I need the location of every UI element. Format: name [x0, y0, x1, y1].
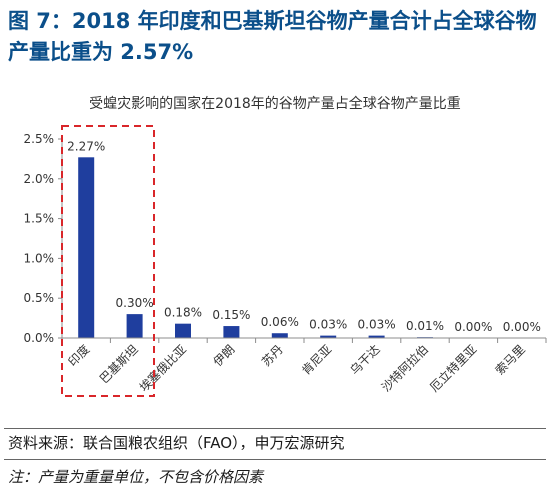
y-tick-label: 2.0%: [24, 172, 55, 186]
bar: [320, 335, 337, 338]
x-tick-label: 伊朗: [211, 342, 238, 369]
data-label: 0.00%: [454, 320, 492, 334]
top-divider: [4, 428, 546, 429]
x-tick-label: 巴基斯坦: [97, 342, 141, 386]
chart-title: 受蝗灾影响的国家在2018年的谷物产量占全球谷物产量比重: [89, 95, 461, 112]
bar: [175, 323, 191, 338]
y-tick-label: 0.5%: [24, 291, 55, 305]
highlight-box: [61, 125, 155, 397]
data-label: 0.03%: [309, 318, 347, 332]
x-tick-label: 苏丹: [259, 342, 286, 369]
data-label: 0.30%: [116, 296, 154, 310]
data-label: 0.01%: [406, 319, 444, 333]
y-tick-label: 0.0%: [24, 331, 55, 345]
chart-container: 受蝗灾影响的国家在2018年的谷物产量占全球谷物产量比重 0.0% 0.5% 1.0…: [0, 86, 550, 426]
bar: [78, 157, 95, 338]
data-label: 2.27%: [67, 139, 105, 153]
data-label: 0.15%: [212, 308, 250, 322]
bottom-divider: [4, 459, 546, 460]
y-tick-label: 1.5%: [24, 212, 55, 226]
bar: [368, 335, 385, 338]
x-tick-label: 乌干达: [347, 342, 383, 378]
x-tick-label: 厄立特里亚: [426, 342, 479, 395]
data-label: 0.18%: [164, 306, 202, 320]
source-text: 资料来源：联合国粮农组织（FAO），申万宏源研究: [8, 434, 345, 452]
bar: [126, 314, 143, 338]
bars: 2.27% 0.30% 0.18% 0.15% 0.06% 0.03% 0.03% 0.01%…: [67, 139, 541, 338]
bar: [271, 333, 288, 338]
y-axis: 0.0% 0.5% 1.0% 1.5% 2.0% 2.5%: [24, 132, 63, 345]
note-text: 注：产量为重量单位，不包含价格因素: [8, 468, 264, 486]
y-tick-label: 1.0%: [24, 251, 55, 265]
data-label: 0.03%: [358, 318, 396, 332]
x-tick-label: 埃塞俄比亚: [136, 342, 189, 395]
x-tick-label: 沙特阿拉伯: [378, 342, 431, 395]
data-label: 0.00%: [503, 320, 541, 334]
data-label: 0.06%: [261, 315, 299, 329]
x-tick-label: 索马里: [493, 342, 528, 377]
y-tick-label: 2.5%: [24, 132, 55, 146]
x-tick-label: 印度: [65, 342, 93, 370]
figure-title: 图 7：2018 年印度和巴基斯坦谷物产量合计占全球谷物产量比重为 2.57%: [8, 9, 537, 64]
bar: [223, 326, 240, 338]
x-tick-label: 肯尼亚: [299, 342, 334, 377]
bar-chart: 受蝗灾影响的国家在2018年的谷物产量占全球谷物产量比重 0.0% 0.5% 1.0…: [24, 95, 547, 397]
